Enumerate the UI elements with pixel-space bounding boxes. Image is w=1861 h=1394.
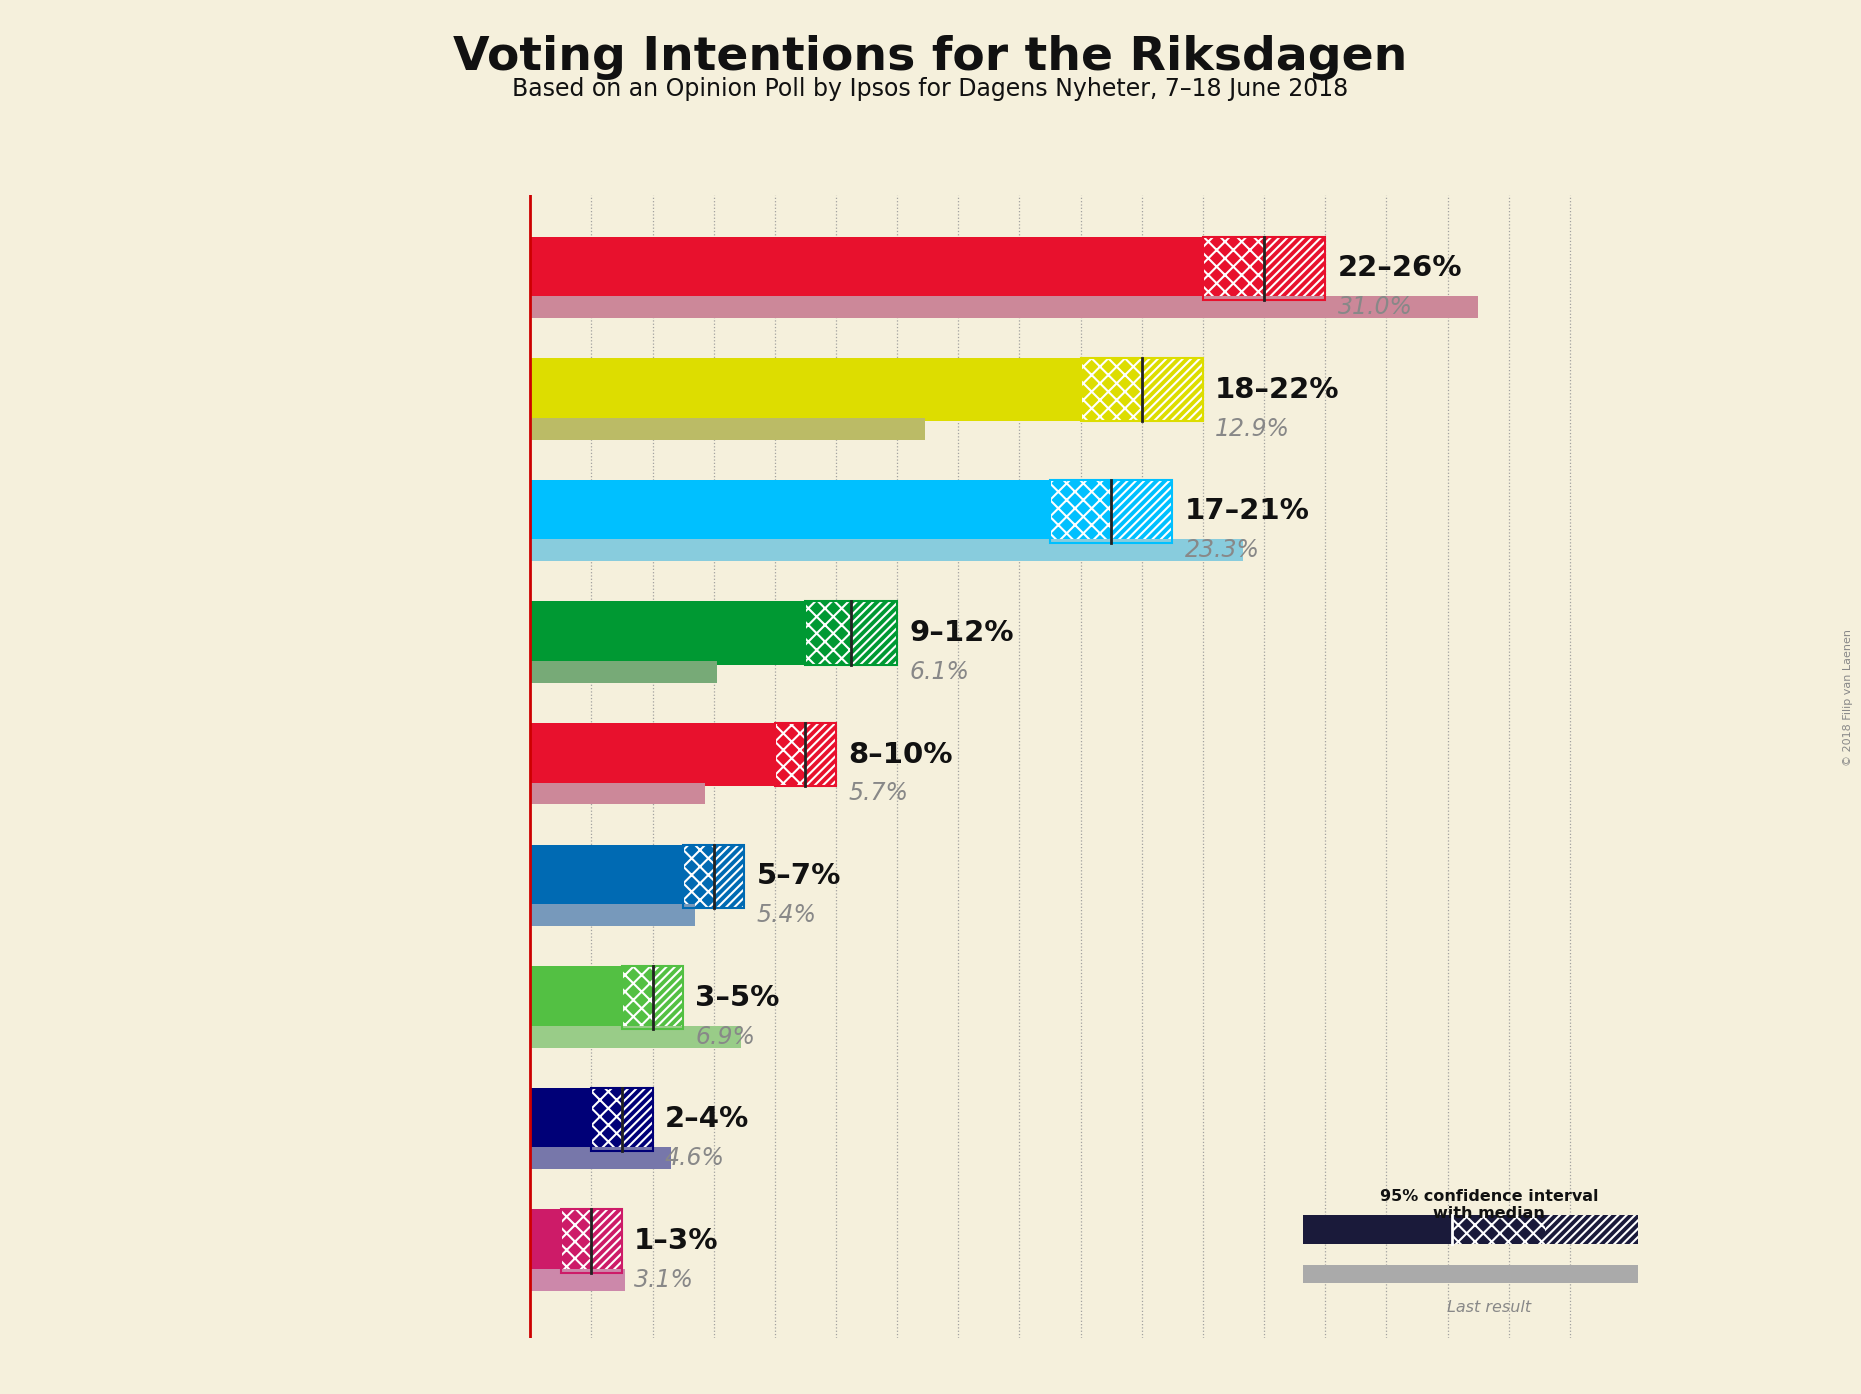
Text: 18–22%: 18–22% xyxy=(1215,376,1340,404)
Bar xyxy=(530,296,1478,318)
Text: 31.0%: 31.0% xyxy=(1338,296,1412,319)
Text: 95% confidence interval
with median: 95% confidence interval with median xyxy=(1379,1189,1599,1221)
Bar xyxy=(592,1087,622,1151)
Bar xyxy=(683,845,744,907)
Bar xyxy=(530,1087,592,1151)
Text: Voting Intentions for the Riksdagen: Voting Intentions for the Riksdagen xyxy=(454,35,1407,79)
Bar xyxy=(530,966,622,1029)
Bar xyxy=(1202,237,1264,300)
Bar xyxy=(530,480,1050,542)
Bar xyxy=(530,1147,672,1170)
Bar xyxy=(622,1087,653,1151)
Bar xyxy=(806,601,850,665)
Bar xyxy=(530,661,716,683)
Text: 1–3%: 1–3% xyxy=(635,1227,718,1255)
Text: 9–12%: 9–12% xyxy=(910,619,1014,647)
Bar xyxy=(1143,358,1202,421)
Bar xyxy=(850,601,897,665)
Text: Last result: Last result xyxy=(1446,1301,1532,1315)
Bar xyxy=(530,601,806,665)
Bar xyxy=(622,966,683,1029)
Text: 3.1%: 3.1% xyxy=(635,1269,694,1292)
Bar xyxy=(530,1269,625,1291)
Bar xyxy=(1202,237,1325,300)
Bar xyxy=(715,845,744,907)
Text: 5.7%: 5.7% xyxy=(849,782,908,806)
Bar xyxy=(806,601,897,665)
Bar xyxy=(530,845,683,907)
Bar xyxy=(774,723,806,786)
Text: 6.1%: 6.1% xyxy=(910,659,970,684)
Bar xyxy=(1111,480,1172,542)
Text: 17–21%: 17–21% xyxy=(1185,498,1310,526)
Text: 22–26%: 22–26% xyxy=(1338,254,1463,282)
Bar xyxy=(530,358,1081,421)
Bar xyxy=(592,1210,622,1273)
Bar xyxy=(622,966,653,1029)
Bar xyxy=(530,1026,741,1048)
Text: 8–10%: 8–10% xyxy=(849,740,953,768)
Bar xyxy=(653,966,683,1029)
Bar xyxy=(560,1210,592,1273)
Bar xyxy=(1452,1214,1545,1245)
Bar xyxy=(530,1210,560,1273)
Bar xyxy=(530,418,925,439)
Bar xyxy=(530,539,1243,562)
Bar xyxy=(1081,358,1202,421)
Bar xyxy=(683,845,715,907)
Bar xyxy=(1545,1214,1638,1245)
Text: 4.6%: 4.6% xyxy=(664,1146,724,1171)
Text: 5.4%: 5.4% xyxy=(757,903,817,927)
Bar xyxy=(592,1087,653,1151)
Text: 3–5%: 3–5% xyxy=(696,984,780,1012)
Text: 12.9%: 12.9% xyxy=(1215,417,1290,441)
Bar xyxy=(1264,237,1325,300)
Text: © 2018 Filip van Laenen: © 2018 Filip van Laenen xyxy=(1842,629,1854,765)
Bar xyxy=(774,723,836,786)
Bar xyxy=(1081,358,1143,421)
Bar xyxy=(530,782,705,804)
Text: 2–4%: 2–4% xyxy=(664,1105,748,1133)
Text: 23.3%: 23.3% xyxy=(1185,538,1260,562)
Bar xyxy=(806,723,836,786)
Bar xyxy=(530,723,774,786)
Bar xyxy=(1303,1214,1452,1245)
Text: 6.9%: 6.9% xyxy=(696,1025,756,1048)
Bar xyxy=(530,237,1202,300)
Bar xyxy=(530,905,696,926)
Bar xyxy=(560,1210,622,1273)
Bar xyxy=(1050,480,1172,542)
Text: 5–7%: 5–7% xyxy=(757,861,841,891)
Bar xyxy=(1050,480,1111,542)
Bar xyxy=(1303,1264,1638,1284)
Text: Based on an Opinion Poll by Ipsos for Dagens Nyheter, 7–18 June 2018: Based on an Opinion Poll by Ipsos for Da… xyxy=(512,77,1349,100)
